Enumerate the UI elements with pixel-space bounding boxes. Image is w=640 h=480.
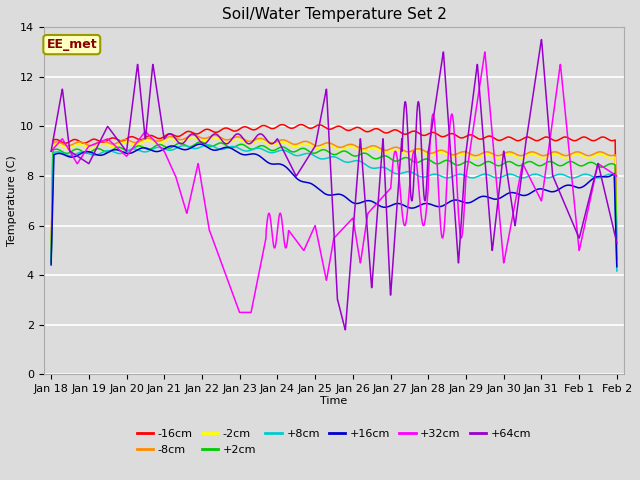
+8cm xyxy=(264,149,272,155)
-2cm xyxy=(602,154,610,159)
+16cm xyxy=(613,264,621,270)
+8cm xyxy=(112,150,120,156)
-8cm xyxy=(264,139,272,144)
-2cm xyxy=(47,257,55,263)
-8cm xyxy=(47,256,55,262)
+32cm xyxy=(481,49,488,55)
+32cm xyxy=(47,148,55,154)
+64cm xyxy=(289,166,296,172)
Title: Soil/Water Temperature Set 2: Soil/Water Temperature Set 2 xyxy=(221,7,447,22)
Legend: -16cm, -8cm, -2cm, +2cm, +8cm, +16cm, +32cm, +64cm: -16cm, -8cm, -2cm, +2cm, +8cm, +16cm, +3… xyxy=(132,425,536,459)
+2cm xyxy=(289,149,296,155)
+64cm xyxy=(613,240,621,246)
-8cm xyxy=(145,135,153,141)
+32cm xyxy=(541,172,549,178)
Line: +64cm: +64cm xyxy=(51,40,617,330)
+2cm xyxy=(264,146,272,152)
+2cm xyxy=(197,139,205,144)
+8cm xyxy=(541,175,548,180)
+64cm xyxy=(541,81,549,86)
+32cm xyxy=(264,212,272,217)
+16cm xyxy=(47,262,55,268)
-8cm xyxy=(289,141,296,147)
+16cm xyxy=(264,160,272,166)
+8cm xyxy=(602,172,610,178)
Line: +8cm: +8cm xyxy=(51,145,617,271)
+16cm xyxy=(145,146,153,152)
-16cm xyxy=(289,125,296,131)
-8cm xyxy=(602,151,610,157)
+16cm xyxy=(602,174,610,180)
-8cm xyxy=(112,141,120,146)
+64cm xyxy=(264,139,272,144)
+16cm xyxy=(196,141,204,147)
+2cm xyxy=(541,161,548,167)
+64cm xyxy=(47,148,55,154)
+32cm xyxy=(236,310,243,315)
-8cm xyxy=(613,251,621,256)
Line: +16cm: +16cm xyxy=(51,144,617,267)
-8cm xyxy=(541,153,548,158)
+8cm xyxy=(613,268,621,274)
+32cm xyxy=(145,132,153,138)
Y-axis label: Temperature (C): Temperature (C) xyxy=(7,156,17,246)
-2cm xyxy=(541,155,548,161)
+2cm xyxy=(145,146,153,152)
-2cm xyxy=(112,143,120,149)
+8cm xyxy=(145,148,153,154)
+64cm xyxy=(112,134,120,140)
-2cm xyxy=(189,135,197,141)
-2cm xyxy=(264,141,272,147)
X-axis label: Time: Time xyxy=(321,396,348,406)
+64cm xyxy=(145,98,153,104)
-16cm xyxy=(264,124,272,130)
+2cm xyxy=(47,260,55,265)
+8cm xyxy=(47,256,55,262)
-16cm xyxy=(47,255,55,261)
+64cm xyxy=(602,194,610,200)
+16cm xyxy=(112,147,120,153)
+2cm xyxy=(602,163,610,169)
-2cm xyxy=(289,144,296,149)
-16cm xyxy=(112,136,120,142)
Line: +2cm: +2cm xyxy=(51,142,617,263)
+32cm xyxy=(112,144,120,149)
+32cm xyxy=(289,233,296,239)
Line: -8cm: -8cm xyxy=(51,135,617,259)
-16cm xyxy=(297,122,305,128)
Text: EE_met: EE_met xyxy=(47,38,97,51)
+2cm xyxy=(613,257,621,263)
Line: -16cm: -16cm xyxy=(51,125,617,258)
+32cm xyxy=(602,166,610,172)
-16cm xyxy=(602,135,610,141)
+2cm xyxy=(112,145,120,151)
+16cm xyxy=(541,187,548,192)
+64cm xyxy=(538,37,545,43)
-16cm xyxy=(145,133,153,139)
+8cm xyxy=(289,152,296,157)
Line: +32cm: +32cm xyxy=(51,52,617,312)
-16cm xyxy=(613,242,621,248)
-2cm xyxy=(613,252,621,258)
+8cm xyxy=(204,142,211,148)
-16cm xyxy=(541,134,548,140)
+16cm xyxy=(289,171,296,177)
Line: -2cm: -2cm xyxy=(51,138,617,260)
-8cm xyxy=(189,132,197,138)
+32cm xyxy=(613,173,621,179)
+64cm xyxy=(341,327,349,333)
-2cm xyxy=(145,138,153,144)
